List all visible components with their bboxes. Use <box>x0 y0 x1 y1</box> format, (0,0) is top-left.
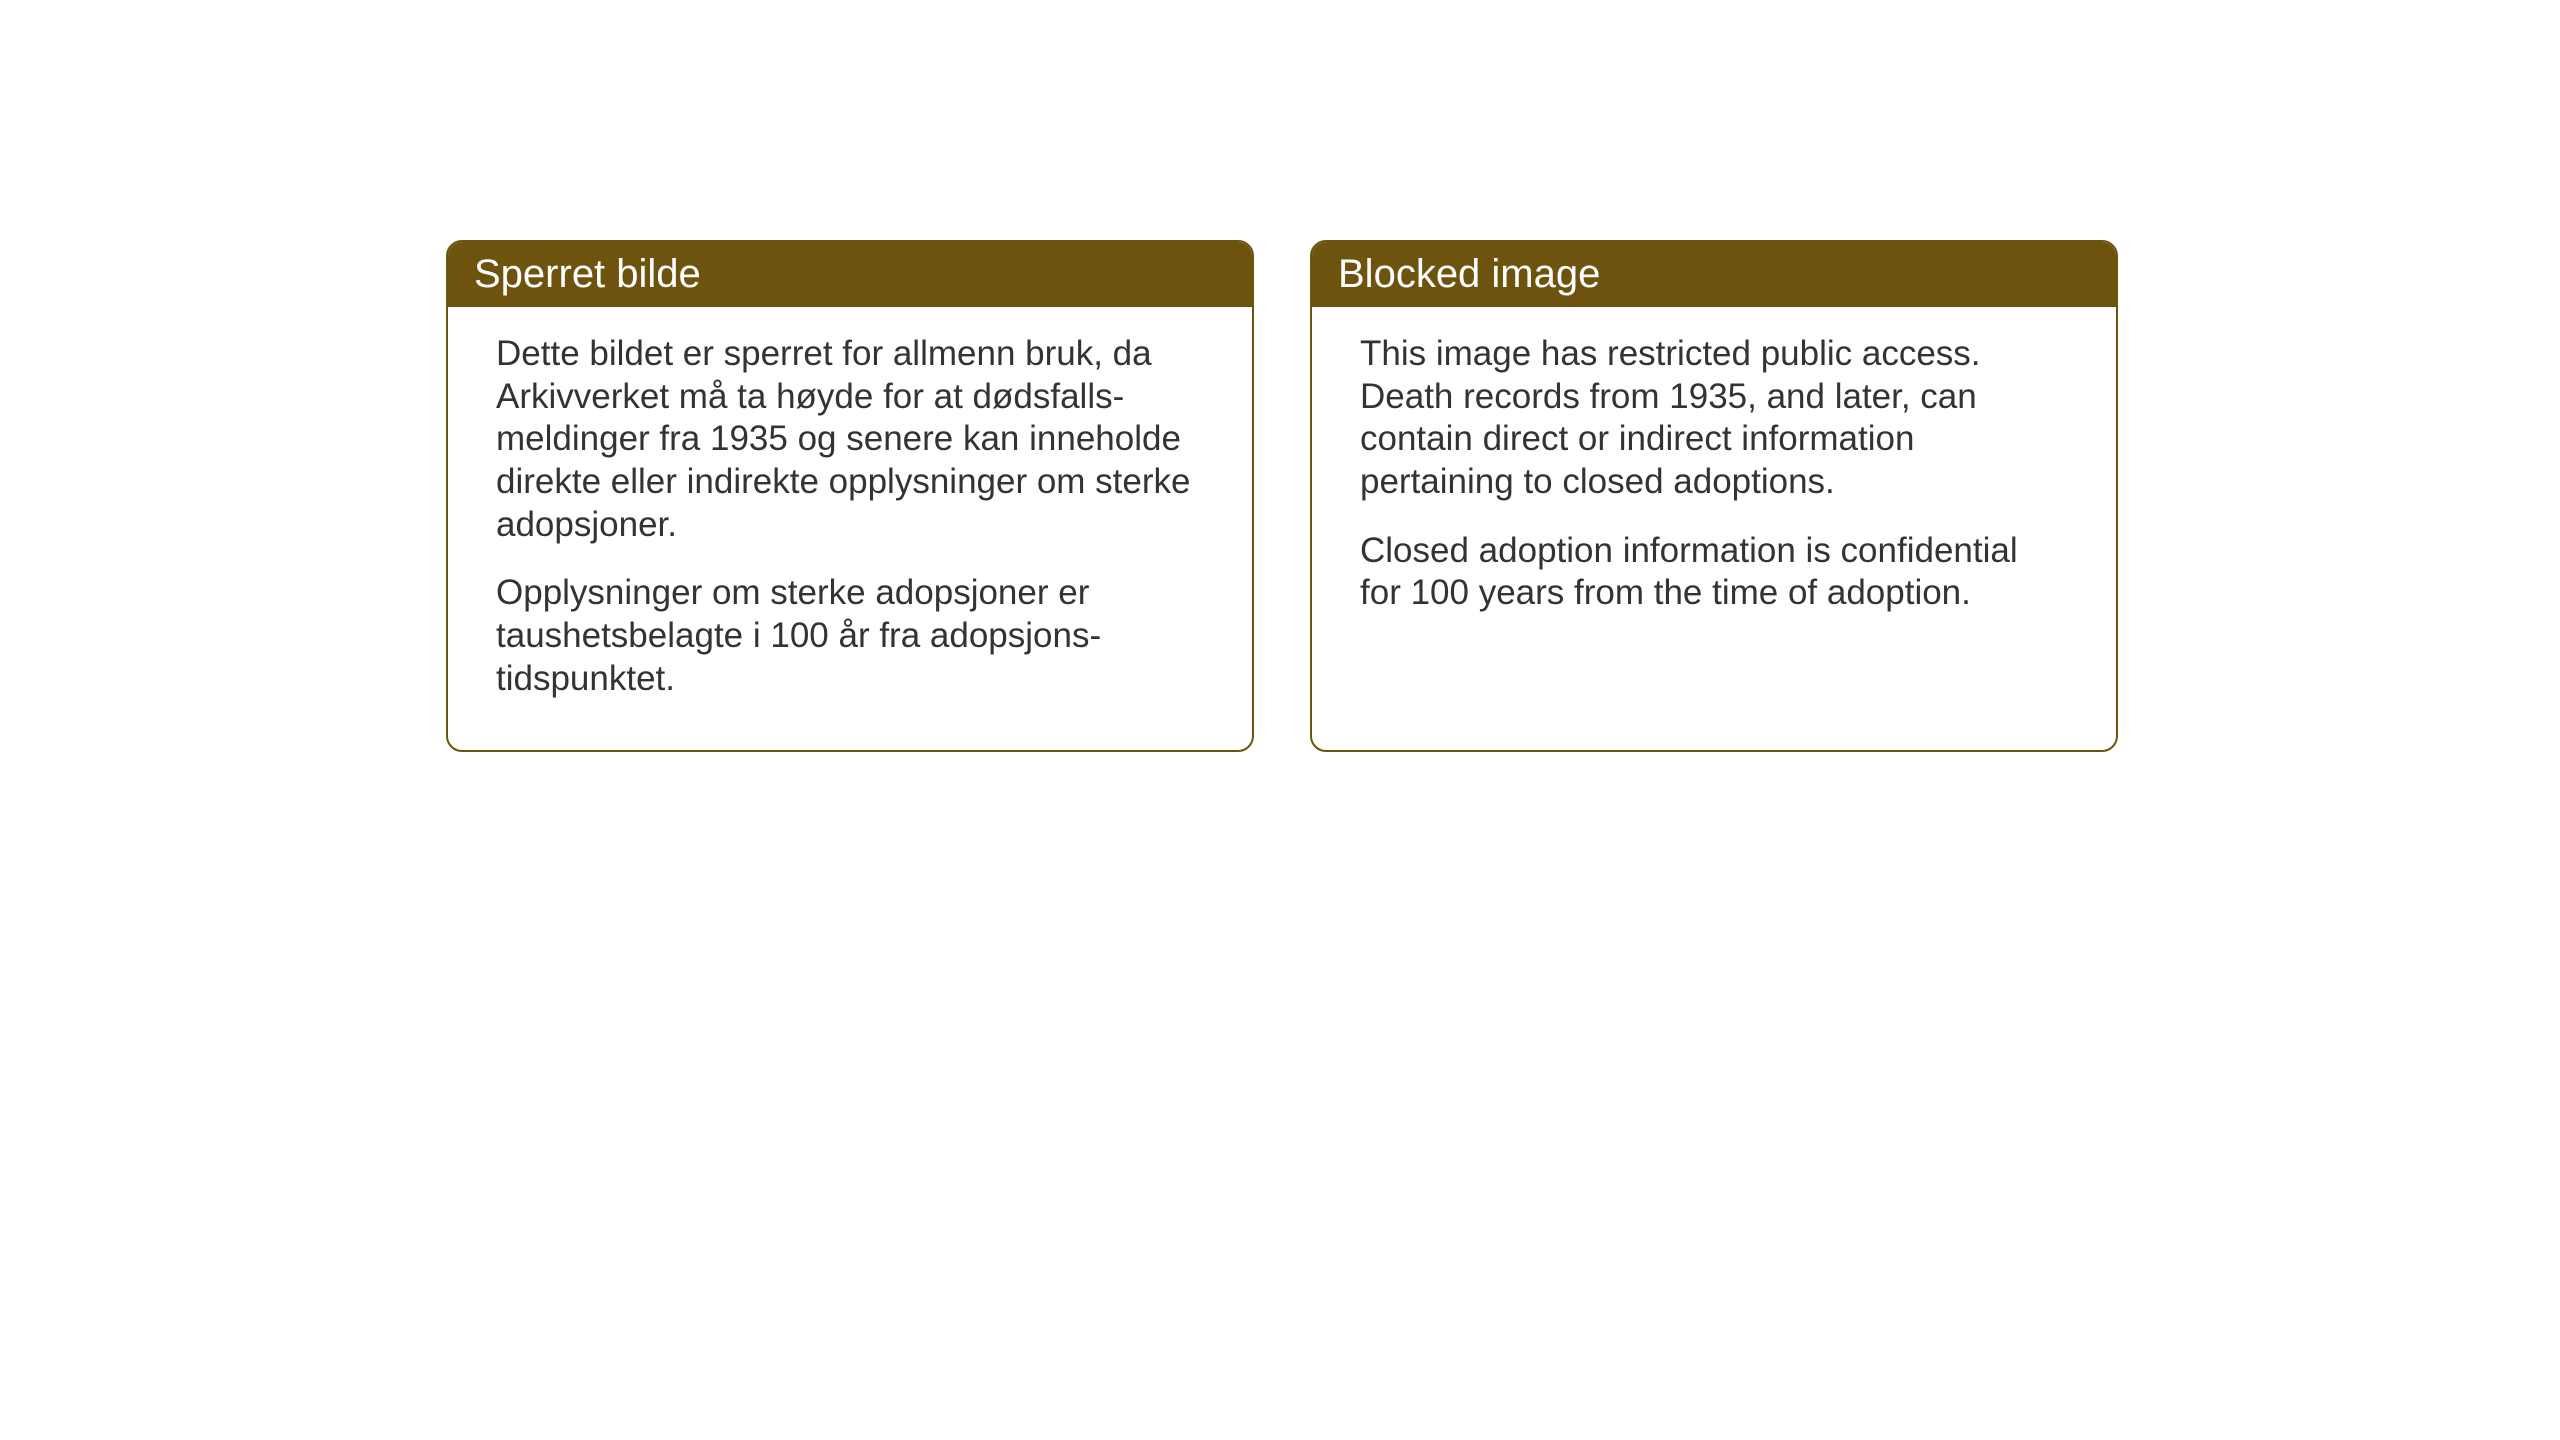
card-header-english: Blocked image <box>1312 242 2116 307</box>
card-header-norwegian: Sperret bilde <box>448 242 1252 307</box>
notice-container: Sperret bilde Dette bildet er sperret fo… <box>446 240 2118 752</box>
card-body-english: This image has restricted public access.… <box>1312 307 2116 651</box>
card-paragraph-2-english: Closed adoption information is confident… <box>1360 530 2068 615</box>
card-title-norwegian: Sperret bilde <box>474 252 701 296</box>
card-title-english: Blocked image <box>1338 252 1600 296</box>
card-paragraph-1-english: This image has restricted public access.… <box>1360 333 2068 504</box>
card-body-norwegian: Dette bildet er sperret for allmenn bruk… <box>448 307 1252 737</box>
notice-card-norwegian: Sperret bilde Dette bildet er sperret fo… <box>446 240 1254 752</box>
card-paragraph-1-norwegian: Dette bildet er sperret for allmenn bruk… <box>496 333 1204 546</box>
notice-card-english: Blocked image This image has restricted … <box>1310 240 2118 752</box>
card-paragraph-2-norwegian: Opplysninger om sterke adopsjoner er tau… <box>496 572 1204 700</box>
